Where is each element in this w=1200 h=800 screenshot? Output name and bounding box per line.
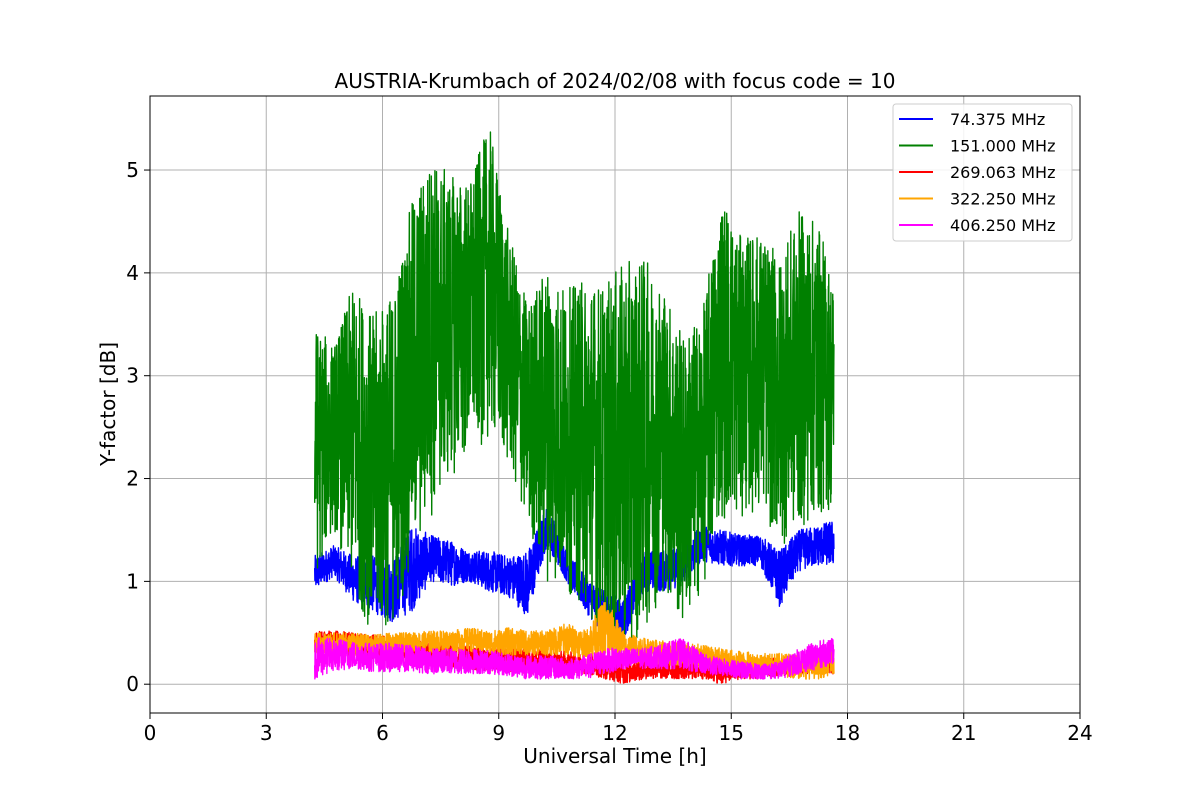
legend-label: 269.063 MHz (950, 163, 1055, 182)
y-tick-label: 3 (126, 364, 139, 388)
y-tick-label: 0 (126, 672, 139, 696)
x-axis-label: Universal Time [h] (523, 744, 706, 768)
x-tick-label: 9 (492, 721, 505, 745)
x-tick-label: 3 (260, 721, 273, 745)
series-line-5 (313, 637, 835, 680)
y-axis-label: Y-factor [dB] (96, 342, 120, 467)
y-tick-label: 5 (126, 158, 139, 182)
series-line-1 (313, 506, 835, 639)
chart-title: AUSTRIA-Krumbach of 2024/02/08 with focu… (335, 69, 896, 93)
y-tick-label: 1 (126, 569, 139, 593)
x-tick-label: 24 (1067, 721, 1092, 745)
legend-label: 406.250 MHz (950, 216, 1055, 235)
plot-series (313, 131, 835, 684)
y-tick-label: 4 (126, 261, 139, 285)
legend-label: 74.375 MHz (950, 110, 1045, 129)
series-line-4 (313, 602, 835, 680)
x-tick-label: 6 (376, 721, 389, 745)
x-tick-label: 0 (144, 721, 157, 745)
x-tick-label: 12 (602, 721, 627, 745)
x-tick-label: 15 (719, 721, 744, 745)
legend: 74.375 MHz 151.000 MHz 269.063 MHz 322.250 … (892, 103, 1073, 242)
x-tick-label: 21 (951, 721, 976, 745)
y-tick-label: 2 (126, 467, 139, 491)
legend-box (892, 103, 1073, 242)
x-tick-label: 18 (835, 721, 860, 745)
legend-label: 322.250 MHz (950, 190, 1055, 209)
series-line-2 (313, 131, 835, 648)
legend-label: 151.000 MHz (950, 137, 1055, 156)
